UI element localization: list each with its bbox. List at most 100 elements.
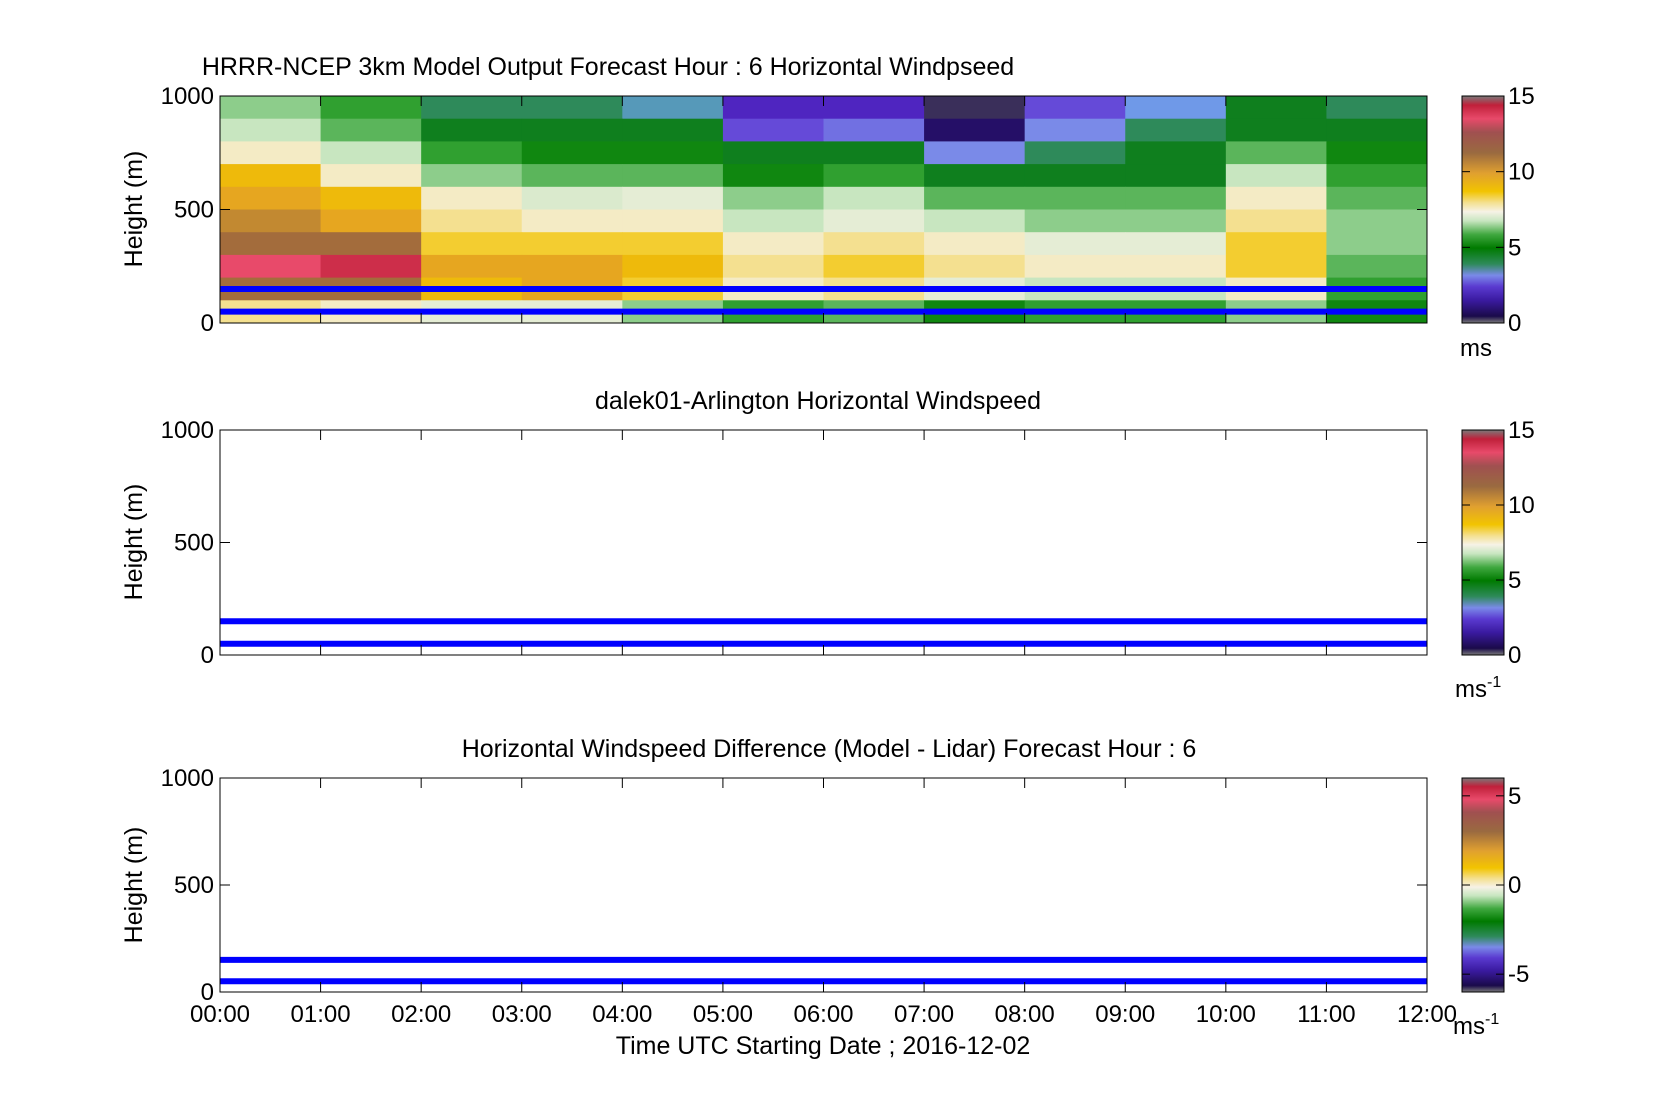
heatmap-cell [421, 164, 523, 188]
heatmap-cell [1024, 186, 1126, 210]
y-tick-label: 0 [201, 979, 214, 1006]
colorbar-tick-label: 0 [1508, 872, 1521, 899]
heatmap-cell [823, 141, 925, 165]
heatmap-cell [220, 164, 322, 188]
heatmap-cell [1225, 141, 1327, 165]
reference-lines [220, 285, 1427, 315]
x-tick-label: 03:00 [492, 1001, 552, 1028]
heatmap-cell [622, 164, 724, 188]
x-tick-label: 06:00 [793, 1001, 853, 1028]
heatmap-cell [924, 186, 1026, 210]
panel-difference: Horizontal Windspeed Difference (Model -… [120, 735, 1529, 1040]
heatmap-cell [823, 254, 925, 279]
x-tick-label: 12:00 [1397, 1001, 1457, 1028]
x-tick-label: 05:00 [693, 1001, 753, 1028]
heatmap-cell [622, 232, 724, 256]
y-tick-label: 1000 [161, 83, 214, 110]
colorbar-tick-label: 15 [1508, 83, 1535, 110]
colorbar [1461, 429, 1505, 656]
heatmap-cell [722, 164, 824, 188]
heatmap-cell [521, 118, 623, 142]
heatmap-cell [1326, 141, 1428, 165]
heatmap-cell [622, 141, 724, 165]
heatmap-cell [320, 118, 422, 142]
colorbar-tick-label: 0 [1508, 642, 1521, 669]
heatmap-cell [924, 141, 1026, 165]
heatmap-cell [1326, 96, 1428, 120]
heatmap-cell [1225, 254, 1327, 279]
chart-title: Horizontal Windspeed Difference (Model -… [462, 735, 1197, 763]
heatmap-cell [1024, 141, 1126, 165]
y-tick-label: 1000 [161, 417, 214, 444]
heatmap-cell [924, 118, 1026, 142]
colorbar [1461, 95, 1505, 324]
y-axis-label: Height (m) [120, 827, 148, 944]
colorbar-label: ms [1460, 335, 1492, 362]
heatmap-cell [220, 186, 322, 210]
heatmap-cell [1024, 164, 1126, 188]
heatmap-cell [521, 254, 623, 279]
x-tick-label: 04:00 [592, 1001, 652, 1028]
heatmap-cell [722, 186, 824, 210]
x-tick-labels: 00:00 01:00 02:00 03:00 04:00 05:00 06:00 07:00… [190, 1001, 1457, 1028]
heatmap-cell [722, 118, 824, 142]
colorbar-label: ms-1 [1455, 674, 1501, 703]
heatmap-cell [1225, 118, 1327, 142]
heatmap-cell [1024, 118, 1126, 142]
colorbar-tick-label: 0 [1508, 310, 1521, 337]
heatmap-cell [1225, 209, 1327, 233]
heatmap-cell [421, 186, 523, 210]
heatmap-cell [823, 118, 925, 142]
panel-lidar: dalek01-Arlington Horizontal Windspeed 0… [120, 387, 1535, 703]
heatmap-cell [1326, 209, 1428, 233]
colorbar-ticks: 0 5 10 15 [1462, 417, 1535, 669]
heatmap-cell [421, 209, 523, 233]
y-tick-label: 0 [201, 642, 214, 669]
heatmap-cell [722, 254, 824, 279]
colorbar-ticks: -5 0 5 [1462, 783, 1529, 988]
colorbar-ticks: 0 5 10 15 [1462, 83, 1535, 337]
heatmap-cell [320, 164, 422, 188]
heatmap-cell [924, 254, 1026, 279]
panel-model: HRRR-NCEP 3km Model Output Forecast Hour… [120, 53, 1535, 362]
colorbar-tick-label: 5 [1508, 783, 1521, 810]
heatmap-cell [1326, 232, 1428, 256]
heatmap-cell [823, 209, 925, 233]
heatmap-cell [1125, 232, 1227, 256]
x-tick-label: 01:00 [291, 1001, 351, 1028]
colorbar-tick-label: 10 [1508, 159, 1535, 186]
heatmap-cell [1024, 232, 1126, 256]
colorbar-tick-label: 15 [1508, 417, 1535, 444]
heatmap-cell [320, 186, 422, 210]
reference-lines [220, 956, 1427, 985]
heatmap-cell [1125, 209, 1227, 233]
y-axis-label: Height (m) [120, 484, 148, 601]
y-tick-label: 500 [174, 197, 214, 224]
heatmap-cell [220, 254, 322, 279]
heatmap-cell [622, 96, 724, 120]
x-tick-label: 08:00 [995, 1001, 1055, 1028]
y-tick-label: 1000 [161, 765, 214, 792]
heatmap-cells [220, 96, 1428, 324]
heatmap-cell [722, 232, 824, 256]
heatmap-cell [521, 141, 623, 165]
heatmap-cell [823, 164, 925, 188]
heatmap-cell [622, 254, 724, 279]
heatmap-cell [1125, 186, 1227, 210]
heatmap-cell [1225, 186, 1327, 210]
x-tick-label: 10:00 [1196, 1001, 1256, 1028]
y-tick-label: 500 [174, 872, 214, 899]
heatmap-cell [1024, 96, 1126, 120]
heatmap-cell [1326, 164, 1428, 188]
x-tick-label: 00:00 [190, 1001, 250, 1028]
heatmap-cell [220, 209, 322, 233]
heatmap-cell [1125, 254, 1227, 279]
heatmap-cell [1125, 118, 1227, 142]
colorbar-tick-label: 10 [1508, 492, 1535, 519]
colorbar-label: ms-1 [1453, 1011, 1499, 1040]
chart-title: HRRR-NCEP 3km Model Output Forecast Hour… [202, 53, 1014, 81]
heatmap-cell [421, 232, 523, 256]
axis-ticks: 0 500 1000 [161, 83, 1428, 337]
heatmap-cell [1225, 96, 1327, 120]
